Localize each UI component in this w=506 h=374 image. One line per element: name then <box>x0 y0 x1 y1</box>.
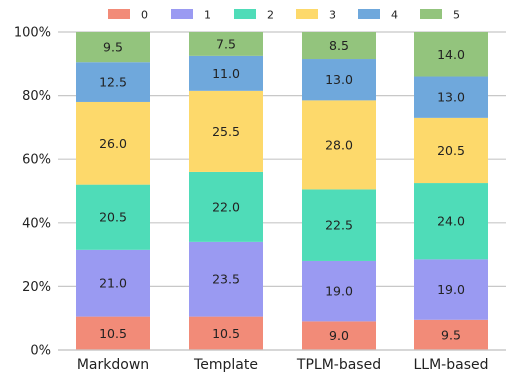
y-tick-label: 60% <box>22 153 51 168</box>
x-tick-label: Markdown <box>77 357 149 373</box>
bar-segment <box>189 316 263 350</box>
data-label: 11.0 <box>212 66 240 81</box>
data-label: 9.5 <box>103 40 123 55</box>
data-label: 28.0 <box>325 137 353 152</box>
data-label: 19.0 <box>325 284 353 299</box>
legend-label: 4 <box>391 9 398 22</box>
y-tick-label: 0% <box>30 344 51 359</box>
legend-label: 1 <box>204 9 211 22</box>
bar-segment <box>76 32 150 63</box>
bar-segment <box>76 249 150 317</box>
legend-swatch <box>296 9 318 19</box>
bar-segment <box>414 319 488 350</box>
bar-segment <box>414 183 488 260</box>
data-label: 20.5 <box>99 210 127 225</box>
legend-swatch <box>171 9 193 19</box>
legend-swatch <box>420 9 442 19</box>
legend-swatch <box>234 9 256 19</box>
legend-swatch <box>358 9 380 19</box>
data-label: 10.5 <box>212 326 240 341</box>
bar-segment <box>302 321 376 350</box>
bar-segment <box>76 62 150 102</box>
x-tick-label: Template <box>193 357 258 373</box>
data-label: 12.5 <box>99 75 127 90</box>
x-tick-label: TPLM-based <box>296 357 381 373</box>
data-label: 19.0 <box>437 282 465 297</box>
legend-label: 0 <box>141 9 148 22</box>
bar-segment <box>189 241 263 317</box>
data-label: 22.5 <box>325 218 353 233</box>
bar-segment <box>76 184 150 250</box>
bar-segment <box>414 76 488 118</box>
data-label: 22.0 <box>212 199 240 214</box>
data-label: 13.0 <box>325 72 353 87</box>
bar-segment <box>302 260 376 322</box>
data-label: 9.5 <box>441 327 461 342</box>
x-axis: Markdown Template TPLM-based LLM-based <box>58 349 506 373</box>
y-tick-label: 40% <box>22 216 51 231</box>
bar-segment <box>76 316 150 350</box>
legend-label: 5 <box>453 9 460 22</box>
legend-swatch <box>108 9 130 19</box>
data-label: 20.5 <box>437 143 465 158</box>
bar-segment <box>302 100 376 190</box>
bar-segment <box>414 117 488 184</box>
legend: 0 1 2 3 4 5 <box>108 9 460 22</box>
bar-segment <box>414 32 488 77</box>
x-tick-label: LLM-based <box>414 357 489 373</box>
data-label: 24.0 <box>437 214 465 229</box>
bar-segment <box>302 32 376 60</box>
bar-segment <box>189 55 263 91</box>
data-label: 10.5 <box>99 326 127 341</box>
bar-segment <box>302 59 376 101</box>
data-label: 7.5 <box>216 36 236 51</box>
y-tick-label: 80% <box>22 89 51 104</box>
legend-label: 3 <box>329 9 336 22</box>
data-label: 9.0 <box>329 328 349 343</box>
y-tick-label: 100% <box>14 26 51 41</box>
bar-segment <box>414 259 488 320</box>
data-label: 8.5 <box>329 38 349 53</box>
bar-segment <box>302 189 376 261</box>
data-label: 13.0 <box>437 90 465 105</box>
bars: 10.5 21.0 20.5 26.0 12.5 9.5 10.5 23.5 22.0 25.5 1… <box>76 32 488 350</box>
data-label: 23.5 <box>212 272 240 287</box>
bar-segment <box>189 171 263 242</box>
legend-label: 2 <box>267 9 274 22</box>
y-tick-label: 20% <box>22 280 51 295</box>
bar-segment <box>189 32 263 56</box>
bar-segment <box>189 90 263 172</box>
data-label: 26.0 <box>99 136 127 151</box>
data-label: 21.0 <box>99 276 127 291</box>
data-label: 25.5 <box>212 124 240 139</box>
bar-segment <box>76 101 150 185</box>
data-label: 14.0 <box>437 47 465 62</box>
y-axis: 0% 20% 40% 60% 80% 100% <box>14 26 51 359</box>
